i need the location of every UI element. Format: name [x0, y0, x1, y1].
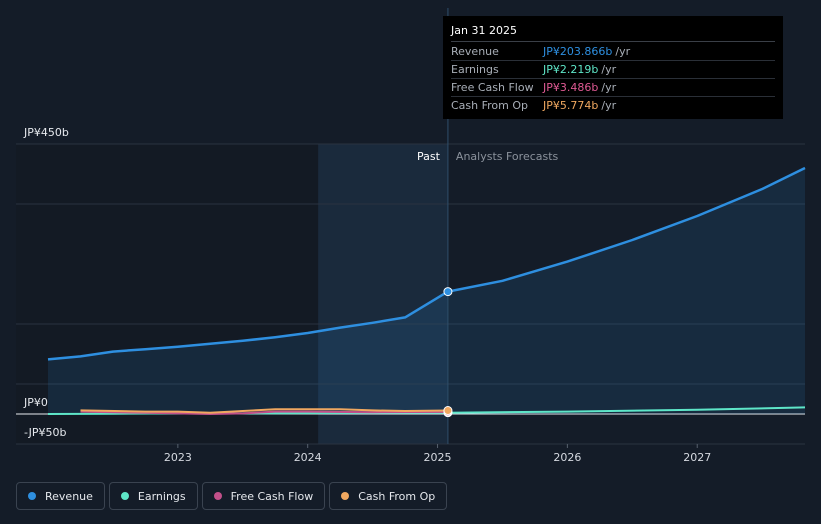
hover-markers — [443, 287, 453, 418]
forecast-label: Analysts Forecasts — [456, 150, 559, 163]
free-cash-flow-line — [80, 410, 448, 415]
tooltip-unit: /yr — [601, 99, 617, 112]
legend-item-revenue[interactable]: Revenue — [16, 482, 105, 510]
tooltip-date: Jan 31 2025 — [451, 23, 775, 42]
legend-label: Cash From Op — [358, 489, 436, 503]
x-tick-label: 2025 — [424, 451, 452, 464]
legend-item-cash-from-op[interactable]: Cash From Op — [329, 482, 448, 510]
chart-plot: Past Analysts Forecasts JP¥450b JP¥0 -JP¥5… — [16, 8, 806, 464]
cash-from-op-line — [80, 408, 448, 414]
x-tick-label: 2027 — [683, 451, 711, 464]
chart-legend: Revenue Earnings Free Cash Flow Cash Fro… — [16, 482, 448, 510]
tooltip-label: Cash From Op — [451, 99, 529, 112]
x-axis-labels: 2023 2024 2025 2026 2027 — [164, 444, 711, 464]
cash-from-op-marker — [443, 406, 453, 416]
grid-lines — [16, 143, 805, 445]
tooltip-label: Free Cash Flow — [451, 81, 534, 94]
legend-dot-icon — [213, 492, 222, 500]
past-shade — [16, 144, 319, 444]
tooltip-label: Earnings — [451, 63, 499, 76]
x-tick-label: 2026 — [553, 451, 581, 464]
revenue-marker — [443, 287, 453, 297]
legend-dot-icon — [28, 492, 36, 500]
legend-dot-icon — [120, 492, 129, 500]
hover-tooltip: Jan 31 2025 Revenue JP¥203.866b /yr Earn… — [443, 16, 783, 119]
tooltip-value: JP¥2.219b — [543, 63, 599, 76]
tooltip-value: JP¥3.486b — [543, 81, 599, 94]
tooltip-unit: /yr — [615, 45, 631, 58]
tooltip-row-free-cash-flow: Free Cash Flow JP¥3.486b /yr — [451, 79, 775, 97]
tooltip-value: JP¥5.774b — [543, 99, 599, 112]
tooltip-value: JP¥203.866b — [543, 45, 613, 58]
legend-item-free-cash-flow[interactable]: Free Cash Flow — [201, 482, 326, 510]
tooltip-label: Revenue — [451, 45, 499, 58]
series-layer — [47, 166, 806, 415]
revenue-area — [48, 168, 805, 414]
x-tick-label: 2023 — [164, 451, 192, 464]
y-axis-labels: JP¥450b JP¥0 -JP¥50b — [23, 126, 69, 439]
y-tick-label: JP¥0 — [23, 396, 48, 409]
y-tick-label: -JP¥50b — [24, 426, 66, 439]
past-region-band — [318, 144, 448, 444]
legend-label: Earnings — [137, 489, 186, 503]
tooltip-unit: /yr — [601, 63, 617, 76]
tooltip-row-earnings: Earnings JP¥2.219b /yr — [451, 61, 775, 79]
legend-dot-icon — [341, 492, 350, 500]
tooltip-unit: /yr — [601, 81, 617, 94]
revenue-line — [47, 166, 806, 361]
x-tick-label: 2024 — [294, 451, 322, 464]
tooltip-row-cash-from-op: Cash From Op JP¥5.774b /yr — [451, 97, 775, 114]
y-tick-label: JP¥450b — [23, 126, 69, 139]
legend-label: Free Cash Flow — [230, 489, 314, 503]
legend-item-earnings[interactable]: Earnings — [108, 482, 198, 510]
tooltip-row-revenue: Revenue JP¥203.866b /yr — [451, 43, 775, 61]
past-label: Past — [417, 150, 441, 163]
legend-label: Revenue — [45, 489, 93, 503]
